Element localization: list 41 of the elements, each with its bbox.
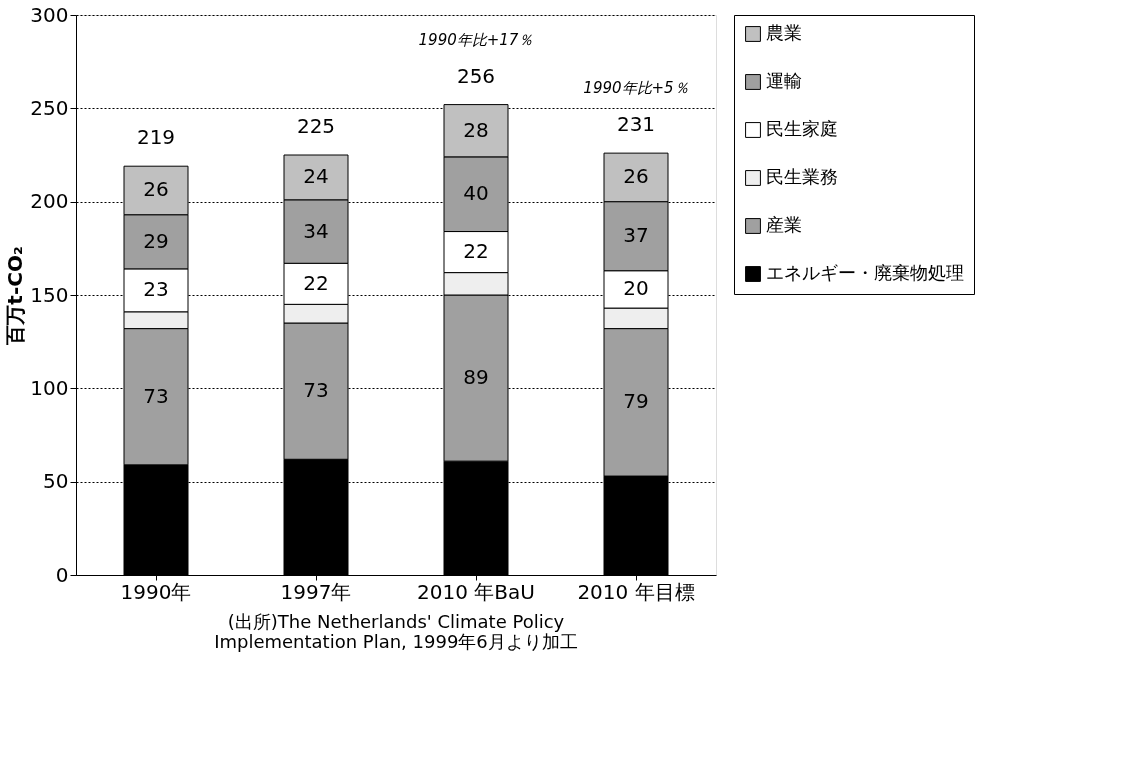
data-label: 40 (463, 181, 489, 206)
legend-label: 農業 (766, 22, 802, 43)
data-label: 37 (623, 223, 649, 248)
data-label: 89 (463, 365, 489, 390)
legend-label: 民生家庭 (766, 118, 838, 139)
data-label: 26 (143, 177, 169, 202)
legend-label: 産業 (766, 214, 802, 235)
x-tick-label: 1997年 (280, 579, 352, 604)
y-tick-label: 0 (55, 562, 69, 587)
annotation: 1990年比+5％ (583, 79, 689, 97)
data-label: 23 (143, 277, 169, 302)
text: (出所)The Netherlands' Climate Policy Implementation Plan, 1999年6月より加工 (214, 611, 578, 652)
data-label: 79 (623, 389, 649, 414)
legend-label: 運輸 (766, 70, 802, 91)
data-label: 20 (623, 276, 649, 301)
data-label: 34 (303, 218, 329, 243)
data-label: 22 (463, 239, 489, 264)
data-label: 29 (143, 228, 169, 253)
y-tick-label: 300 (30, 2, 69, 27)
x-tick-label: 1990年 (120, 579, 192, 604)
data-label: 28 (463, 117, 489, 142)
y-tick-label: 100 (30, 375, 69, 400)
annotation: 219 (136, 125, 176, 150)
annotation: 231 (616, 112, 656, 137)
legend-label: 民生業務 (766, 166, 838, 187)
data-label: 22 (303, 270, 329, 295)
y-tick-label: 250 (30, 95, 69, 120)
data-label: 26 (623, 164, 649, 189)
annotation: 225 (296, 114, 336, 138)
annotation: 256 (456, 63, 496, 88)
y-tick-label: 200 (30, 189, 69, 214)
x-tick-label: 2010 年目標 (577, 579, 695, 604)
data-label: 24 (303, 164, 329, 189)
y-axis-title: 百万t-CO₂ (3, 246, 28, 346)
legend-label: エネルギー・廃棄物処理 (766, 262, 964, 283)
y-tick-label: 50 (43, 469, 69, 494)
y-tick-label: 150 (30, 282, 69, 307)
annotation: 1990年比+17％ (418, 31, 534, 49)
data-label: 73 (143, 383, 169, 408)
data-label: 73 (303, 378, 329, 403)
x-tick-label: 2010 年BaU (417, 579, 535, 604)
